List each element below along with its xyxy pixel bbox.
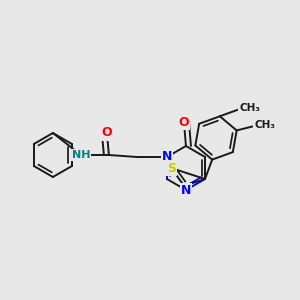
Text: NH: NH xyxy=(72,150,90,160)
Text: N: N xyxy=(181,184,191,196)
Text: O: O xyxy=(102,127,112,140)
Text: S: S xyxy=(167,161,176,175)
Text: CH₃: CH₃ xyxy=(239,103,260,113)
Text: CH₃: CH₃ xyxy=(254,120,275,130)
Text: N: N xyxy=(162,151,172,164)
Text: O: O xyxy=(178,116,189,128)
